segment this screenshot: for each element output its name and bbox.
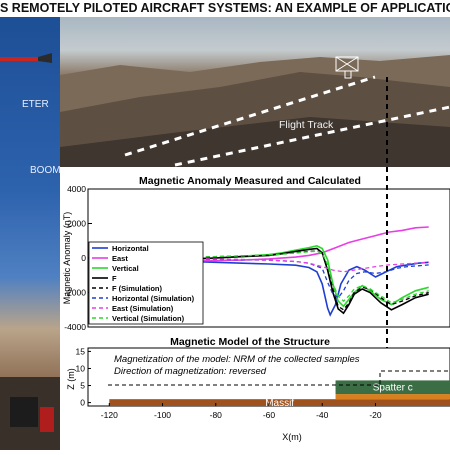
series-line-4 [135, 250, 429, 311]
plot-panel: Magnetic Anomaly Measured and Calculated… [60, 167, 450, 450]
model-layer-2 [335, 380, 450, 395]
terrain-illustration: Flight Track [60, 55, 450, 167]
anomaly-series-lines [135, 226, 429, 317]
drone-icon [335, 56, 359, 79]
series-line-6 [135, 257, 429, 273]
series-line-0 [135, 258, 429, 317]
legend-label-2: Vertical [112, 264, 139, 273]
boom-label: BOOM [30, 165, 60, 176]
terrain-photo: Flight Track [60, 17, 450, 167]
model-x-tick-label: -60 [263, 410, 276, 420]
model-annotations: Magnetization of the model: NRM of the c… [114, 354, 360, 377]
series-line-3 [135, 247, 429, 315]
equipment-chair [10, 397, 38, 427]
model-annotation-0: Magnetization of the model: NRM of the c… [114, 354, 360, 365]
model-layer-label-2: Spatter c [373, 383, 413, 394]
model-y-tick-label: 0 [80, 398, 85, 408]
model-layer-1 [335, 394, 450, 400]
legend-label-6: East (Simulation) [112, 304, 174, 313]
equipment-case [40, 407, 54, 432]
flight-track-label: Flight Track [279, 119, 334, 131]
legend-label-4: F (Simulation) [112, 284, 162, 293]
model-x-tick-label: -120 [101, 410, 118, 420]
anomaly-y-tick-label: 0 [81, 253, 86, 263]
anomaly-y-tick-label: 4000 [67, 184, 86, 194]
model-x-tick-label: -20 [369, 410, 382, 420]
model-outline-dashed [108, 370, 450, 386]
model-x-tick-label: -40 [316, 410, 329, 420]
legend-box [88, 241, 204, 325]
left-photo-panel: ETER BOOM [0, 17, 60, 450]
plots-svg: Magnetic Anomaly Measured and Calculated… [62, 167, 450, 442]
model-annotation-1: Direction of magnetization: reversed [114, 366, 267, 377]
model-layer-label-0: Massif [265, 398, 294, 409]
model-y-tick-label: 5 [80, 381, 85, 391]
anomaly-y-tick-label: 2000 [67, 219, 86, 229]
model-y-axis-label: Z (m) [66, 368, 76, 390]
aircraft-illustration [0, 53, 60, 450]
anomaly-y-axis-label: Magnetic Anomaly (nT) [62, 212, 72, 305]
model-x-tick-label: -100 [154, 410, 171, 420]
model-x-axis-label: X(m) [282, 432, 302, 442]
series-line-7 [135, 250, 429, 304]
meter-label: ETER [22, 99, 49, 110]
anomaly-chart-title: Magnetic Anomaly Measured and Calculated [139, 175, 361, 187]
model-y-tick-label: 10 [76, 363, 86, 373]
model-y-ticks: 0 5 10 15 [76, 346, 91, 408]
anomaly-y-tick-label: -4000 [64, 322, 86, 332]
legend-label-5: Horizontal (Simulation) [112, 294, 195, 303]
banner-title: S REMOTELY PILOTED AIRCRAFT SYSTEMS: AN … [0, 1, 450, 15]
model-chart-title: Magnetic Model of the Structure [170, 336, 330, 348]
model-x-ticks: -120 -100 -80 -60 -40 -20 [101, 403, 382, 420]
legend-label-0: Horizontal [112, 244, 149, 253]
foreground [60, 117, 450, 167]
legend-label-7: Vertical (Simulation) [112, 314, 185, 323]
flight-track-line-lower [174, 105, 450, 167]
legend-label-3: F [112, 274, 117, 283]
flight-track-line-upper [124, 75, 376, 157]
model-x-tick-label: -80 [210, 410, 223, 420]
model-layers: Massif Spatter c [109, 380, 450, 409]
anomaly-y-tick-label: -2000 [64, 288, 86, 298]
model-y-tick-label: 15 [76, 346, 86, 356]
aircraft-wing [0, 57, 38, 61]
model-layer-0 [109, 399, 450, 406]
aircraft-nose [38, 53, 52, 63]
title-banner: S REMOTELY PILOTED AIRCRAFT SYSTEMS: AN … [0, 0, 450, 17]
legend-label-1: East [112, 254, 128, 263]
